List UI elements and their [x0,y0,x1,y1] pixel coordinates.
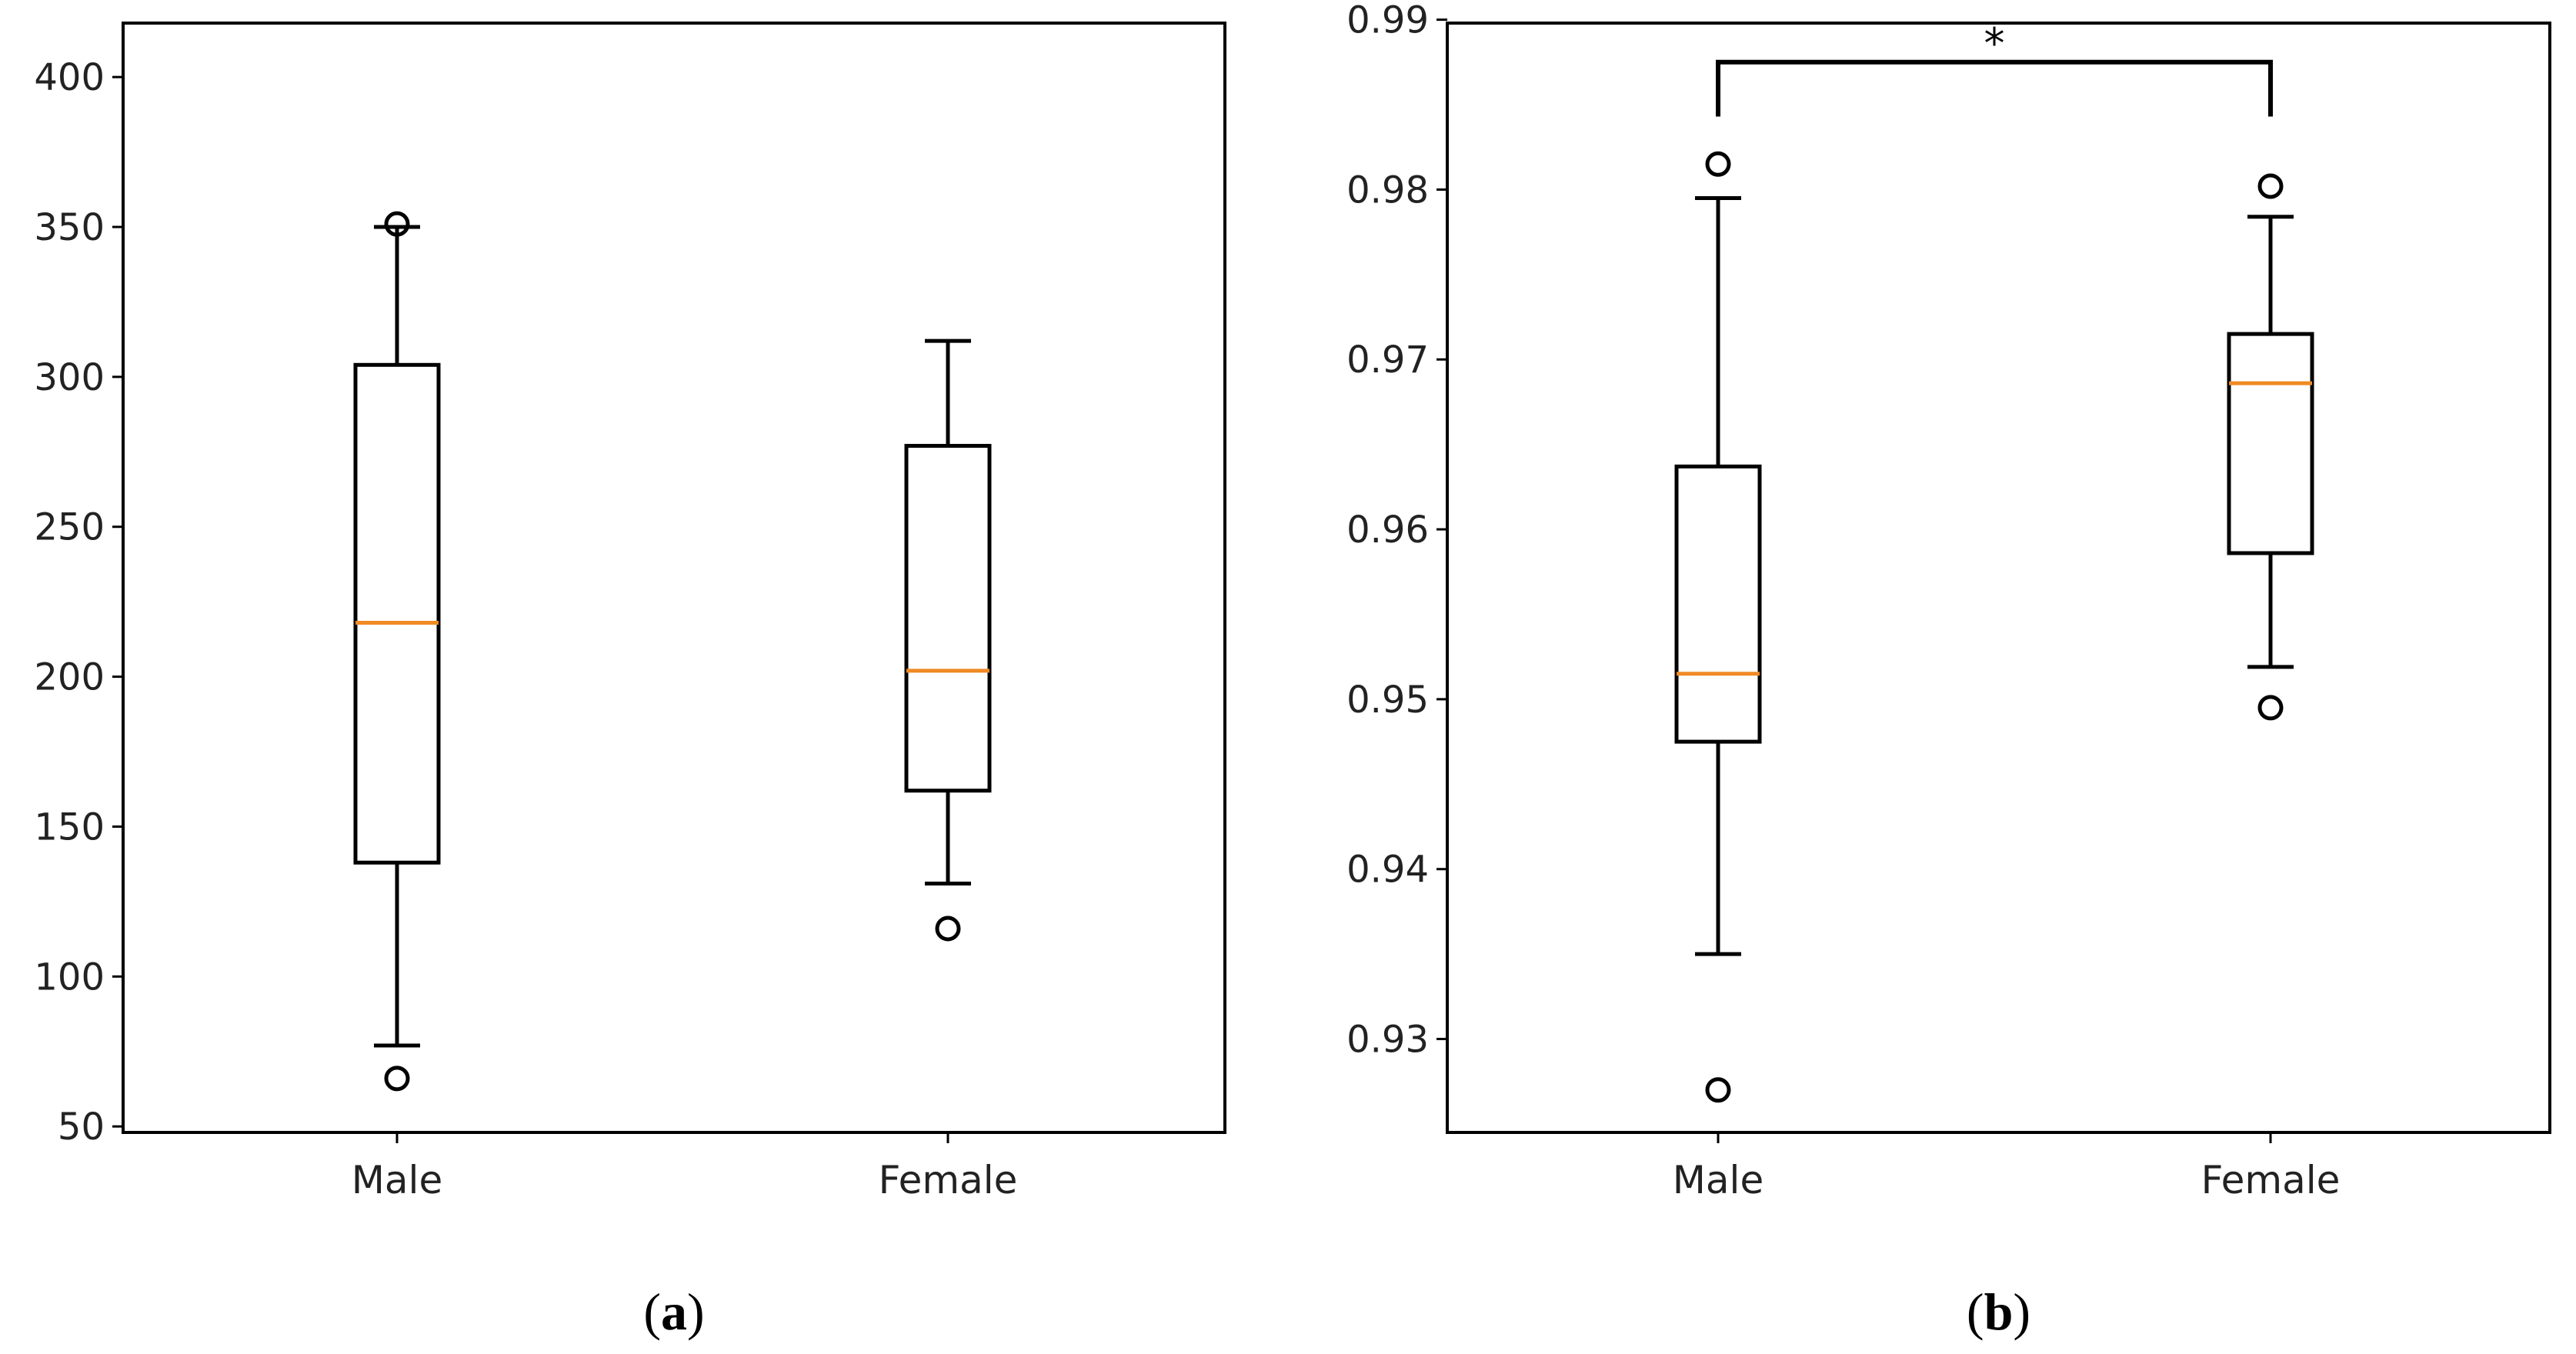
significance-label: * [1984,19,2005,68]
y-tick-label: 50 [58,1106,105,1149]
outlier-point [1705,1077,1731,1103]
x-tick-label: Female [2201,1158,2341,1202]
y-tick-label: 350 [34,206,105,249]
x-tick-label: Male [1673,1158,1763,1202]
iqr-box [353,362,441,865]
iqr-box [904,444,992,793]
iqr-box [1674,464,1762,744]
outlier-point [384,1066,410,1092]
y-tick-label: 0.97 [1346,338,1429,382]
y-tick-label: 0.96 [1346,509,1429,552]
significance-bracket [1716,59,2273,117]
caption-paren-open: ( [643,1282,661,1341]
caption-paren-close: ) [687,1282,705,1341]
y-tick-label: 0.98 [1346,168,1429,212]
box-female [904,338,992,942]
y-tick-label: 300 [34,356,105,399]
panel-b-boxplot: 0.93 0.94 0.95 0.96 0.97 0.98 0.99 Male Female * (… [1346,0,2551,1341]
y-tick-label: 150 [34,805,105,849]
outlier-point [935,915,961,942]
outlier-point [2257,695,2284,721]
plot-frame [122,22,1226,1134]
panel-caption: (b) [1967,1282,2030,1341]
caption-paren-close: ) [2013,1282,2030,1341]
y-tick-label: 0.94 [1346,849,1429,892]
caption-letter: a [661,1282,687,1341]
y-tick-label: 400 [34,56,105,99]
iqr-box [2227,332,2314,555]
y-tick-label: 100 [34,955,105,999]
panel-a-boxplot: 50 100 150 200 250 300 350 400 Male Female (a) [34,22,1226,1341]
x-tick-label: Female [879,1158,1018,1202]
plot-frame [1446,22,2551,1134]
box-male [353,211,441,1092]
box-female [2227,173,2314,721]
outlier-point [384,211,410,237]
box-male [1674,151,1762,1103]
caption-letter: b [1984,1282,2014,1341]
outlier-point [1705,151,1731,177]
x-tick-label: Male [352,1158,442,1202]
y-tick-label: 0.93 [1346,1019,1429,1062]
outlier-point [2257,173,2284,199]
y-tick-label: 250 [34,506,105,549]
y-tick-label: 200 [34,656,105,699]
y-tick-label: 0.95 [1346,679,1429,722]
panel-caption: (a) [643,1282,704,1341]
caption-paren-open: ( [1967,1282,1984,1341]
y-tick-label: 0.99 [1346,0,1429,42]
